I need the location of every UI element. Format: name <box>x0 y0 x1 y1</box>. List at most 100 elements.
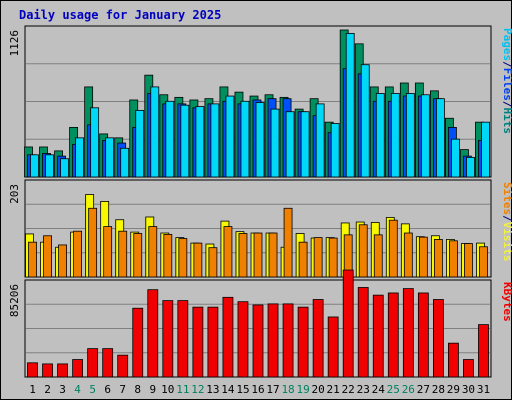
panel-hits-series-legend: Pages/Files/Hits <box>501 28 512 134</box>
bar-kbytes-5 <box>87 348 99 378</box>
bar-sites-10 <box>163 233 173 278</box>
bar-pages-28 <box>435 98 445 178</box>
legend-kbytes-0: KBytes <box>501 282 512 322</box>
bar-kbytes-3 <box>57 363 68 378</box>
bar-sites-31 <box>479 246 488 278</box>
bar-kbytes-13 <box>207 306 219 378</box>
x-tick-label-2: 2 <box>44 383 51 396</box>
bar-kbytes-29 <box>448 342 459 378</box>
bar-sites-6 <box>103 226 113 278</box>
bar-pages-11 <box>180 104 190 178</box>
bar-pages-12 <box>195 106 205 178</box>
series-kbytes <box>27 269 489 378</box>
bar-pages-31 <box>481 121 490 178</box>
bar-pages-3 <box>60 158 69 178</box>
x-tick-label-22: 22 <box>342 383 355 396</box>
bar-pages-25 <box>390 93 400 178</box>
bar-sites-1 <box>28 241 37 278</box>
bar-sites-28 <box>433 239 443 278</box>
bar-pages-9 <box>150 86 160 178</box>
x-tick-label-20: 20 <box>312 383 325 396</box>
bar-pages-24 <box>375 93 385 178</box>
bar-pages-4 <box>75 137 85 178</box>
bar-pages-8 <box>135 110 145 178</box>
panel-kbytes-series-legend: KBytes <box>501 282 512 322</box>
bar-pages-10 <box>165 100 175 178</box>
legend-hits-3: / <box>501 101 512 108</box>
bar-sites-20 <box>313 237 323 278</box>
bar-kbytes-8 <box>132 307 144 378</box>
bar-kbytes-30 <box>463 359 474 378</box>
bar-sites-13 <box>208 247 218 278</box>
bar-kbytes-20 <box>312 299 324 378</box>
bar-sites-2 <box>43 235 52 278</box>
bar-pages-29 <box>451 138 460 178</box>
x-tick-label-9: 9 <box>149 383 156 396</box>
x-tick-label-13: 13 <box>206 383 219 396</box>
x-tick-label-30: 30 <box>462 383 475 396</box>
bar-sites-25 <box>388 219 398 278</box>
bar-sites-15 <box>238 233 248 278</box>
x-tick-label-10: 10 <box>161 383 174 396</box>
bar-sites-14 <box>223 226 233 278</box>
bar-kbytes-6 <box>102 348 114 378</box>
x-tick-label-21: 21 <box>327 383 340 396</box>
panel-visits-ymax-label: 203 <box>8 184 21 204</box>
bar-kbytes-21 <box>327 316 339 378</box>
x-tick-label-23: 23 <box>357 383 370 396</box>
x-tick-label-11: 11 <box>176 383 189 396</box>
bar-sites-5 <box>88 207 98 278</box>
bar-sites-27 <box>418 236 428 278</box>
bar-sites-21 <box>328 237 338 278</box>
x-tick-label-5: 5 <box>89 383 96 396</box>
bar-kbytes-18 <box>282 303 294 378</box>
bar-kbytes-19 <box>297 306 309 378</box>
bar-kbytes-1 <box>27 362 38 378</box>
bar-sites-8 <box>133 233 143 278</box>
bar-kbytes-28 <box>432 299 444 378</box>
bar-pages-7 <box>120 147 130 178</box>
x-axis-labels: 1 2 3 4 5 6 7 8 9 10 11 12 13 14 15 16 17 18 19 20 21 22 23 24 2… <box>29 383 490 396</box>
bar-sites-18 <box>283 207 293 278</box>
bar-pages-23 <box>360 64 370 178</box>
bar-pages-22 <box>345 32 355 178</box>
bar-pages-21 <box>330 123 340 178</box>
bar-pages-13 <box>210 103 220 178</box>
panel-kbytes: 85206 KBytes <box>8 269 512 378</box>
bar-pages-27 <box>420 94 430 178</box>
x-tick-label-12: 12 <box>191 383 204 396</box>
bar-kbytes-26 <box>402 288 414 378</box>
x-tick-label-1: 1 <box>29 383 36 396</box>
bar-sites-3 <box>58 244 67 278</box>
bar-kbytes-15 <box>237 301 249 378</box>
bar-kbytes-17 <box>267 303 279 378</box>
x-tick-label-15: 15 <box>236 383 249 396</box>
x-tick-label-14: 14 <box>221 383 235 396</box>
bar-pages-17 <box>270 108 280 178</box>
bar-kbytes-23 <box>357 287 369 378</box>
bar-sites-24 <box>373 234 383 278</box>
bar-sites-12 <box>193 242 203 278</box>
series-sites <box>28 207 488 278</box>
legend-visits-1: / <box>501 215 512 222</box>
bar-pages-19 <box>300 111 310 178</box>
x-tick-label-7: 7 <box>119 383 126 396</box>
legend-hits-2: Files <box>501 68 512 101</box>
legend-hits-4: Hits <box>501 108 512 135</box>
series-pages <box>30 32 490 178</box>
bar-pages-18 <box>285 111 295 178</box>
bar-pages-20 <box>315 103 325 178</box>
bar-sites-29 <box>449 240 458 278</box>
bar-kbytes-12 <box>192 306 204 378</box>
bar-sites-7 <box>118 230 128 278</box>
x-tick-label-16: 16 <box>251 383 264 396</box>
panel-visits-series-legend: Sites/Visits <box>501 182 512 262</box>
bar-kbytes-16 <box>252 304 264 378</box>
bar-sites-11 <box>178 238 188 278</box>
bar-pages-16 <box>255 102 265 178</box>
bar-kbytes-27 <box>417 292 429 378</box>
bar-sites-23 <box>358 224 368 278</box>
